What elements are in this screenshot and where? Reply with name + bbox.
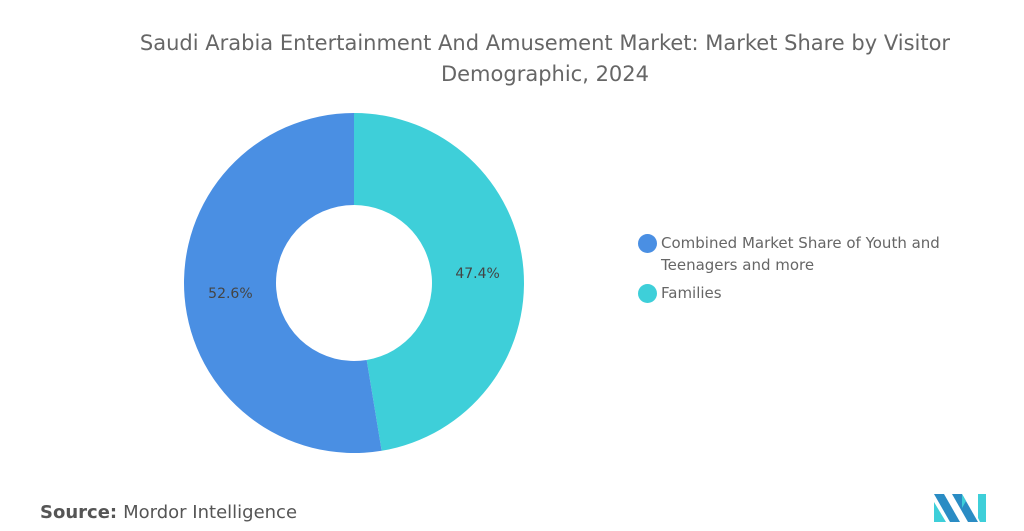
mordor-intelligence-logo-icon	[934, 494, 986, 522]
legend-item-families: Families	[638, 282, 978, 304]
chart-title: Saudi Arabia Entertainment And Amusement…	[139, 31, 951, 86]
legend-label-families: Families	[661, 284, 722, 302]
legend: Combined Market Share of Youth and Teena…	[638, 232, 978, 310]
source: Source: Mordor Intelligence	[40, 502, 297, 523]
donut-slice-0	[354, 113, 524, 451]
data-label-1: 52.6%	[208, 286, 252, 302]
donut-slice-1	[183, 113, 382, 454]
source-value: Mordor Intelligence	[123, 502, 298, 523]
legend-swatch-youth	[638, 234, 657, 253]
data-label-0: 47.4%	[455, 266, 499, 282]
source-label: Source:	[40, 502, 118, 523]
legend-item-youth: Combined Market Share of Youth and Teena…	[638, 232, 978, 276]
legend-label-youth: Combined Market Share of Youth and Teena…	[661, 234, 940, 274]
legend-swatch-families	[638, 284, 657, 303]
